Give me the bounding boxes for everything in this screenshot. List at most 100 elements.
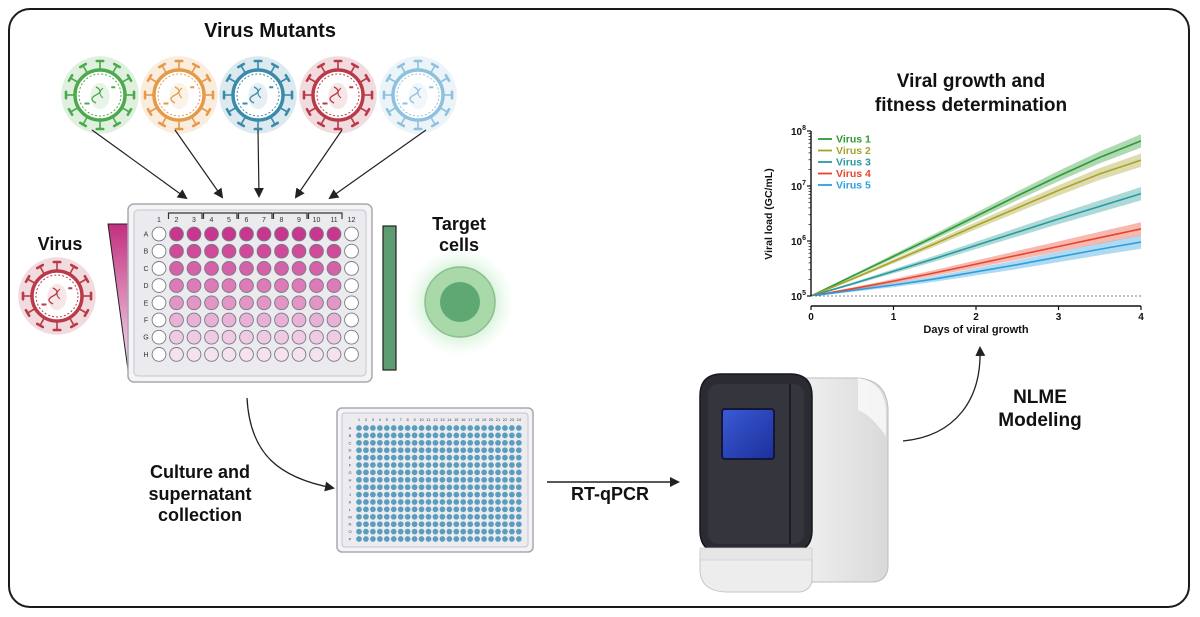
plate384-well <box>446 528 453 535</box>
plate384-well <box>488 425 494 431</box>
plate96-well <box>169 347 184 362</box>
legend-label-5: Virus 5 <box>836 180 871 192</box>
y-tick-label: 105 <box>791 290 806 303</box>
plate96-well <box>151 312 167 328</box>
plate384-well <box>432 462 439 468</box>
plate384-well <box>481 439 487 446</box>
plate384-well <box>488 521 494 528</box>
plate96-column-label: 2 <box>175 217 179 224</box>
plate384-column-label: 20 <box>489 417 494 422</box>
plate384-well <box>377 432 383 439</box>
plate96-well <box>256 278 272 293</box>
plate384-well <box>516 439 522 446</box>
plate96-well <box>186 261 202 276</box>
plate96-well <box>239 278 254 293</box>
plate96-well <box>186 243 202 259</box>
plate384-well <box>488 469 494 476</box>
plate96-well <box>274 312 289 328</box>
plate96-column-label: 4 <box>210 217 214 224</box>
plate384-column-label: 18 <box>475 417 480 422</box>
plate384-well <box>383 447 390 454</box>
plate384-well <box>356 447 362 454</box>
plate384-column-label: 5 <box>386 417 389 422</box>
series-line-1 <box>811 140 1141 296</box>
plate384-well <box>397 536 404 542</box>
plate384-well <box>377 536 383 542</box>
plate384-well <box>509 499 515 505</box>
plate384-well <box>432 432 439 439</box>
plate96-well <box>204 329 219 345</box>
plate384-well <box>425 432 432 439</box>
plate384-well <box>411 499 418 505</box>
plate384-well <box>404 439 411 446</box>
plate96-well <box>309 226 324 242</box>
plate384-well <box>432 521 439 528</box>
plate384-well <box>370 484 376 491</box>
plate384-well <box>411 425 418 431</box>
plate384-well <box>383 432 390 439</box>
plate384-well <box>446 536 453 542</box>
plate96-column-bracket <box>202 212 238 219</box>
plate384-well <box>509 513 515 520</box>
plate96-well <box>221 347 237 362</box>
plate384-well <box>474 469 480 476</box>
plate384-well <box>509 439 515 446</box>
plate384-well <box>460 439 467 446</box>
plate384-well <box>481 484 487 491</box>
plate384-well <box>474 491 480 498</box>
plate384-well <box>383 491 390 498</box>
plate384-column-label: 9 <box>413 417 416 422</box>
plate384-well <box>432 513 439 520</box>
plate96-row-label: E <box>144 300 149 307</box>
plate384-well <box>363 499 369 505</box>
nlme-label-line-2: Modeling <box>998 409 1082 431</box>
plate384-well <box>425 439 432 446</box>
plate384-well <box>425 528 432 535</box>
plate384-well <box>432 454 439 461</box>
plate384-well <box>495 454 501 461</box>
plate384-well <box>390 536 397 542</box>
plate384-well <box>432 476 439 483</box>
plate384-well <box>363 425 369 431</box>
target-cell-icon <box>406 248 514 356</box>
plate384-well <box>474 536 480 542</box>
plate384-well <box>356 513 362 520</box>
plate384-well <box>370 499 376 505</box>
plate384-well <box>453 528 460 535</box>
plate384-well <box>383 528 390 535</box>
plate384-well <box>488 439 494 446</box>
plate384-well <box>383 536 390 542</box>
plate-384-well: 1 2 3 4 5 6 7 8 9 10 11 12 13 14 15 16 17 18 19 20 21 22 23 24 … <box>336 407 534 553</box>
plate384-row-label: L <box>349 507 352 512</box>
plate384-well <box>370 491 376 498</box>
plate384-column-label: 2 <box>365 417 368 422</box>
plate96-column-bracket <box>307 212 343 219</box>
plate384-column-label: 24 <box>517 417 522 422</box>
plate384-well <box>377 447 383 454</box>
plate384-well <box>425 462 432 468</box>
plate384-well <box>516 528 522 535</box>
plate384-column-label: 11 <box>426 417 431 422</box>
plate96-well <box>291 278 307 293</box>
plate384-well <box>439 454 446 461</box>
plate96-well <box>204 312 219 328</box>
plate96-well <box>309 278 324 293</box>
plate384-row-label: P <box>349 537 352 542</box>
plate96-row-label: C <box>143 266 148 273</box>
plate384-well <box>363 528 369 535</box>
plate384-row-label: C <box>349 440 352 445</box>
culture-label-line-3: collection <box>157 505 242 526</box>
plate96-well <box>221 243 237 259</box>
plate384-well <box>356 536 362 542</box>
plate96-well <box>256 295 272 311</box>
plate384-well <box>363 432 369 439</box>
plate96-well <box>274 261 289 276</box>
plate384-well <box>509 425 515 431</box>
x-tick-label: 1 <box>891 312 897 323</box>
plate384-well <box>474 432 480 439</box>
plate384-well <box>516 513 522 520</box>
plate384-well <box>370 469 376 476</box>
plate384-well <box>439 425 446 431</box>
plate384-well <box>418 476 425 483</box>
plate384-well <box>453 484 460 491</box>
